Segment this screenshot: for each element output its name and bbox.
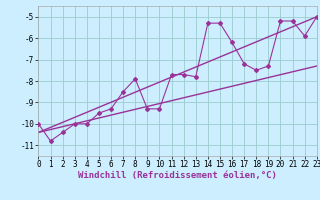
X-axis label: Windchill (Refroidissement éolien,°C): Windchill (Refroidissement éolien,°C)	[78, 171, 277, 180]
